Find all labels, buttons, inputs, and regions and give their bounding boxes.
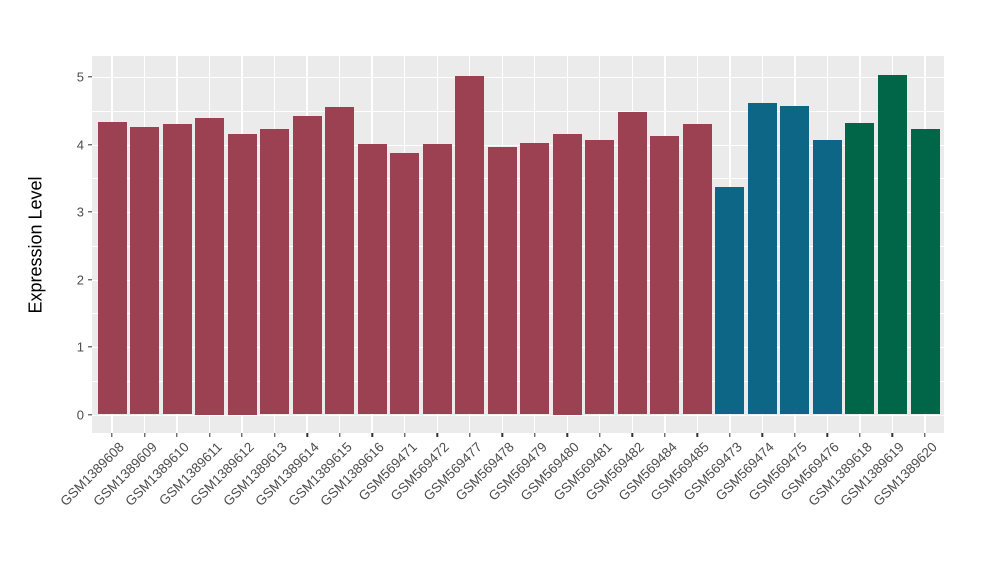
bar xyxy=(650,136,680,415)
x-tick-mark xyxy=(631,433,634,437)
plot-panel xyxy=(92,56,944,433)
bar xyxy=(97,122,127,415)
bar xyxy=(390,152,420,415)
bar xyxy=(357,143,387,415)
x-tick-mark xyxy=(826,433,829,437)
x-tick-mark xyxy=(664,433,666,437)
bar xyxy=(552,134,582,415)
x-tick-mark xyxy=(696,433,699,437)
bar xyxy=(585,139,615,415)
x-tick-mark xyxy=(111,433,113,437)
bar xyxy=(487,147,517,415)
y-tick-mark xyxy=(88,346,92,348)
gridline-major-y xyxy=(92,414,944,416)
bar xyxy=(260,128,290,415)
x-tick-mark xyxy=(891,433,894,437)
bar xyxy=(325,106,355,415)
x-tick-mark xyxy=(371,433,373,437)
y-tick-label: 1 xyxy=(76,339,84,355)
gridline-major-y xyxy=(92,279,944,281)
bar xyxy=(130,126,160,415)
bar xyxy=(162,123,192,415)
gridline-minor-y xyxy=(92,178,944,179)
bar xyxy=(520,143,550,415)
x-tick-mark xyxy=(794,433,796,437)
gridline-minor-y xyxy=(92,245,944,247)
x-tick-mark xyxy=(208,433,211,437)
bar xyxy=(195,117,225,415)
y-tick-mark xyxy=(88,278,92,281)
y-tick-label: 2 xyxy=(76,272,84,287)
x-tick-mark xyxy=(338,433,341,437)
y-tick-mark xyxy=(88,76,92,78)
x-tick-mark xyxy=(761,433,764,437)
bar xyxy=(292,116,322,415)
gridline-major-y xyxy=(92,212,944,214)
y-tick-label: 0 xyxy=(76,407,84,422)
y-tick-mark xyxy=(88,211,92,213)
gridline-minor-y xyxy=(92,313,944,314)
bar xyxy=(845,122,875,415)
x-tick-mark xyxy=(599,433,601,437)
bar xyxy=(617,112,647,415)
x-tick-mark xyxy=(436,433,438,437)
x-tick-mark xyxy=(924,433,926,437)
x-tick-mark xyxy=(534,433,536,437)
y-tick-label: 4 xyxy=(76,137,84,152)
x-tick-mark xyxy=(403,433,406,437)
x-tick-mark xyxy=(566,433,568,437)
y-tick-label: 5 xyxy=(76,69,84,85)
bar xyxy=(422,143,452,415)
x-tick-mark xyxy=(469,433,471,437)
bar xyxy=(747,102,777,415)
x-tick-mark xyxy=(176,433,178,437)
y-axis-title: Expression Level xyxy=(25,175,46,314)
x-tick-mark xyxy=(273,433,276,437)
x-tick-mark xyxy=(143,433,146,437)
x-tick-mark xyxy=(859,433,861,437)
bar xyxy=(715,187,745,415)
bar xyxy=(455,76,485,415)
gridline-major-y xyxy=(92,144,944,146)
gridline-major-y xyxy=(92,347,944,349)
gridline-minor-y xyxy=(92,110,944,112)
x-tick-mark xyxy=(306,433,308,437)
bar xyxy=(682,123,712,415)
x-tick-mark xyxy=(241,433,243,437)
y-tick-mark xyxy=(88,413,92,416)
x-tick-mark xyxy=(729,433,731,437)
bar xyxy=(910,128,940,415)
bar xyxy=(780,106,810,415)
y-tick-mark xyxy=(88,143,92,146)
gridline-major-y xyxy=(92,77,944,79)
y-tick-label: 3 xyxy=(76,204,84,220)
bar xyxy=(812,139,842,415)
bar xyxy=(227,134,257,415)
bar xyxy=(877,74,907,415)
gridline-minor-y xyxy=(92,380,944,382)
x-tick-mark xyxy=(501,433,503,437)
